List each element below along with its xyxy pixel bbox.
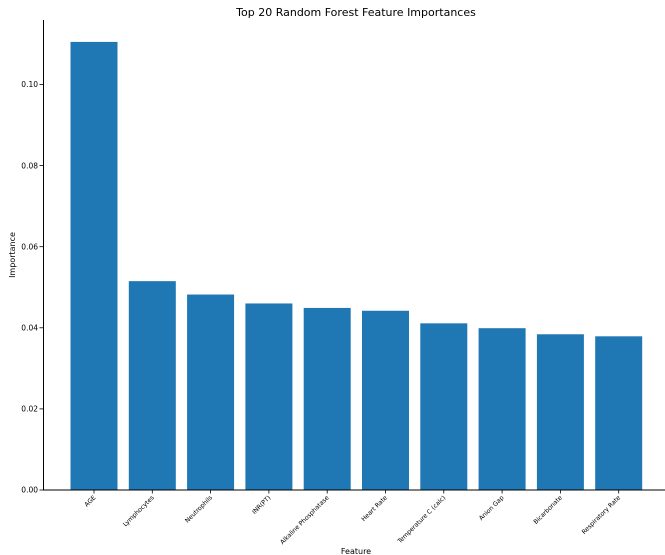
chart-title: Top 20 Random Forest Feature Importances bbox=[235, 6, 476, 19]
y-tick-label: 0.08 bbox=[21, 161, 38, 170]
x-tick-label: AGE bbox=[83, 494, 97, 508]
x-axis: AGE Lymphocytes Neutrophils INR(PT) Alkaline… bbox=[83, 490, 622, 546]
x-axis-label: Feature bbox=[341, 547, 371, 555]
bars-group bbox=[70, 41, 643, 491]
bar bbox=[595, 336, 643, 490]
y-tick-label: 0.04 bbox=[21, 323, 38, 332]
bar bbox=[420, 323, 468, 490]
x-tick-label: Lymphocytes bbox=[122, 494, 156, 528]
y-tick-label: 0.00 bbox=[21, 486, 38, 495]
y-axis-label: Importance bbox=[8, 232, 17, 278]
x-tick-label: Temperature C (calc) bbox=[396, 494, 447, 545]
plot-frame-bottom bbox=[43, 489, 665, 491]
y-tick-label: 0.10 bbox=[21, 80, 38, 89]
x-tick-label: Respiratory Rate bbox=[581, 494, 623, 536]
x-tick-label: Heart Rate bbox=[360, 494, 389, 523]
x-tick-label: Anion Gap bbox=[478, 494, 506, 522]
bar bbox=[187, 294, 235, 490]
bar bbox=[128, 281, 176, 490]
x-tick-label: Alkaline Phosphatase bbox=[279, 494, 331, 546]
x-tick-label: Neutrophils bbox=[184, 494, 214, 524]
y-tick-label: 0.06 bbox=[21, 242, 38, 251]
x-tick-label: Bicarbonate bbox=[532, 494, 564, 526]
y-axis: 0.00 0.02 0.04 0.06 0.08 0.10 bbox=[21, 80, 43, 495]
bar bbox=[478, 328, 526, 490]
bar bbox=[245, 303, 293, 490]
x-tick-label: INR(PT) bbox=[251, 494, 272, 515]
plot-frame-left bbox=[43, 20, 44, 490]
bar bbox=[303, 307, 351, 490]
bar bbox=[70, 41, 118, 491]
bar bbox=[362, 310, 409, 490]
y-tick-label: 0.02 bbox=[21, 405, 38, 414]
bar bbox=[536, 334, 584, 490]
